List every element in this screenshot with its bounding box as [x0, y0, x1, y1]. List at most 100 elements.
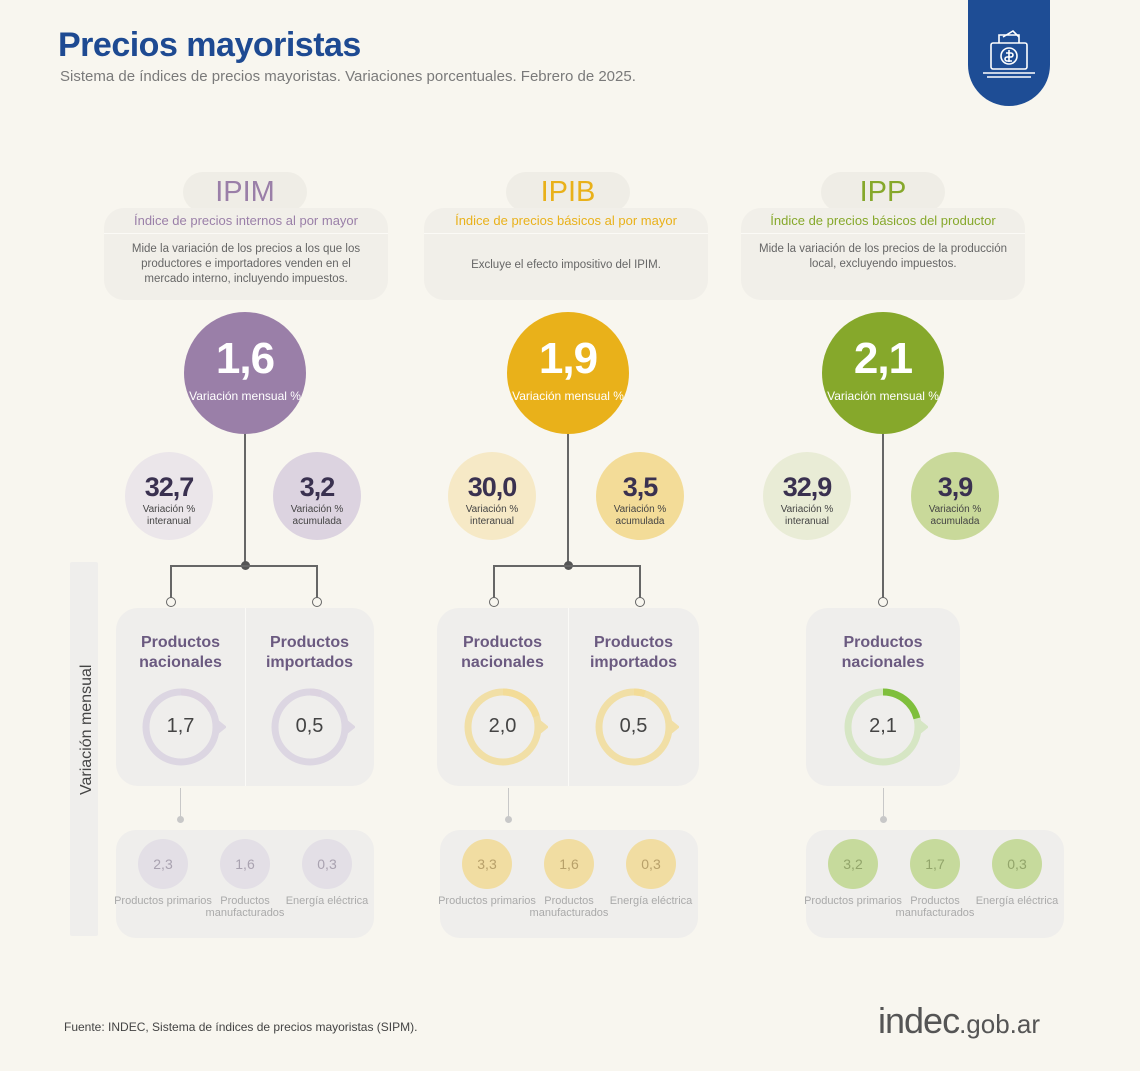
subcategory-circle: 2,3 [138, 839, 188, 889]
monthly-variation-circle: 2,1 Variación mensual % [822, 312, 944, 434]
branch-knob [635, 597, 645, 607]
monthly-variation-value: 1,6 [215, 334, 275, 383]
product-title: Productos importados [265, 634, 354, 671]
branch-knob [166, 597, 176, 607]
interanual-value: 32,7 [144, 472, 195, 502]
subcategory-circle: 0,3 [992, 839, 1042, 889]
interanual-label: Variación % interanual [780, 504, 834, 527]
sub-connector-dot [880, 816, 887, 823]
sub-connector-dot [505, 816, 512, 823]
acumulada-value: 3,9 [937, 472, 974, 502]
monthly-variation-circle: 1,9 Variación mensual % [507, 312, 629, 434]
brand-logo: indec.gob.ar [878, 1000, 1040, 1042]
sub-connector-dot [177, 816, 184, 823]
branch-drop [170, 565, 172, 599]
subcategory-circle: 1,6 [220, 839, 270, 889]
interanual-variation-circle: 32,7 Variación % interanual [125, 452, 213, 540]
acumulada-variation-circle: 3,5 Variación % acumulada [596, 452, 684, 540]
branch-line [171, 565, 317, 567]
variation-ring-icon [844, 688, 928, 766]
description-box: Índice de precios internos al por mayor M… [104, 208, 388, 300]
product-variation-value: 0,5 [619, 715, 648, 737]
sub-connector [180, 788, 181, 820]
side-label-panel [70, 562, 98, 936]
variation-ring-icon [271, 688, 355, 766]
product-title: Productos nacionales [461, 634, 544, 671]
description-box: Índice de precios básicos del productor M… [741, 208, 1025, 300]
acumulada-label: Variación % acumulada [290, 504, 344, 527]
subcategory-circle: 1,6 [544, 839, 594, 889]
index-full-name: Índice de precios internos al por mayor [104, 208, 388, 234]
branch-knob [312, 597, 322, 607]
branch-drop [639, 565, 641, 599]
variation-ring-icon [142, 688, 226, 766]
acumulada-value: 3,2 [299, 472, 336, 502]
index-code-ipp: IPP [821, 172, 945, 212]
page-subtitle: Sistema de índices de precios mayoristas… [60, 68, 636, 85]
variation-ring-arc [595, 688, 672, 766]
monthly-variation-value: 1,9 [538, 334, 598, 383]
subcategory-label: Energía eléctrica [609, 895, 693, 907]
subcategory-label: Productos manufacturados [529, 895, 609, 919]
sub-connector [883, 788, 884, 820]
page-title: Precios mayoristas [58, 26, 361, 64]
subcategory-label: Productos primarios [804, 895, 902, 907]
subcategory-label: Productos manufacturados [895, 895, 975, 919]
variation-ring-icon [595, 688, 679, 766]
branch-line [494, 565, 640, 567]
interanual-label: Variación % interanual [465, 504, 519, 527]
price-tag-box-icon [983, 29, 1035, 78]
acumulada-label: Variación % acumulada [613, 504, 667, 527]
subcategory-label: Productos primarios [114, 895, 212, 907]
brand-suffix: .gob.ar [959, 1009, 1041, 1039]
monthly-variation-circle: 1,6 Variación mensual % [184, 312, 306, 434]
interanual-variation-circle: 32,9 Variación % interanual [763, 452, 851, 540]
branch-knob [878, 597, 888, 607]
monthly-variation-value: 2,1 [853, 334, 913, 383]
logo-badge [968, 0, 1050, 106]
subcategory-circle: 3,2 [828, 839, 878, 889]
monthly-variation-label: Variación mensual % [512, 389, 624, 403]
product-variation-value: 0,5 [295, 715, 324, 737]
branch-drop [493, 565, 495, 599]
index-description: Excluye el efecto impositivo del IPIM. [471, 259, 661, 271]
acumulada-label: Variación % acumulada [928, 504, 982, 527]
product-variation-value: 2,0 [488, 715, 517, 737]
variation-ring-arc [464, 688, 541, 766]
interanual-value: 32,9 [782, 472, 833, 502]
monthly-variation-label: Variación mensual % [827, 389, 939, 403]
subcategory-label: Productos primarios [438, 895, 536, 907]
product-variation-value: 2,1 [869, 715, 897, 737]
product-title: Productos nacionales [139, 634, 222, 671]
brand-main: indec [878, 1000, 960, 1041]
products-panel [806, 608, 960, 786]
subcategory-circle: 1,7 [910, 839, 960, 889]
source-note: Fuente: INDEC, Sistema de índices de pre… [64, 1020, 418, 1034]
acumulada-value: 3,5 [622, 472, 659, 502]
description-box: Índice de precios básicos al por mayor Ex… [424, 208, 708, 300]
panel-divider [568, 608, 569, 786]
subcategory-circle: 0,3 [302, 839, 352, 889]
interanual-label: Variación % interanual [142, 504, 196, 527]
interanual-value: 30,0 [467, 472, 518, 502]
sub-connector [508, 788, 509, 820]
interanual-variation-circle: 30,0 Variación % interanual [448, 452, 536, 540]
connector-line [244, 420, 246, 566]
variation-ring-arc [844, 688, 922, 766]
index-full-name: Índice de precios básicos al por mayor [424, 208, 708, 234]
subcategory-label: Productos manufacturados [205, 895, 285, 919]
variation-ring-arc [142, 688, 219, 766]
index-description: Mide la variación de los precios de la p… [758, 243, 1008, 270]
variation-ring-icon [464, 688, 548, 766]
subcategory-label: Energía eléctrica [975, 895, 1059, 907]
index-code-ipib: IPIB [506, 172, 630, 212]
product-title: Productos importados [589, 634, 678, 671]
acumulada-variation-circle: 3,9 Variación % acumulada [911, 452, 999, 540]
connector-line [567, 420, 569, 566]
product-title: Productos nacionales [841, 634, 925, 671]
subcategory-label: Energía eléctrica [285, 895, 369, 907]
subcategory-circle: 3,3 [462, 839, 512, 889]
index-full-name: Índice de precios básicos del productor [741, 208, 1025, 234]
index-description: Mide la variación de los precios a los q… [131, 243, 361, 285]
subcategory-circle: 0,3 [626, 839, 676, 889]
